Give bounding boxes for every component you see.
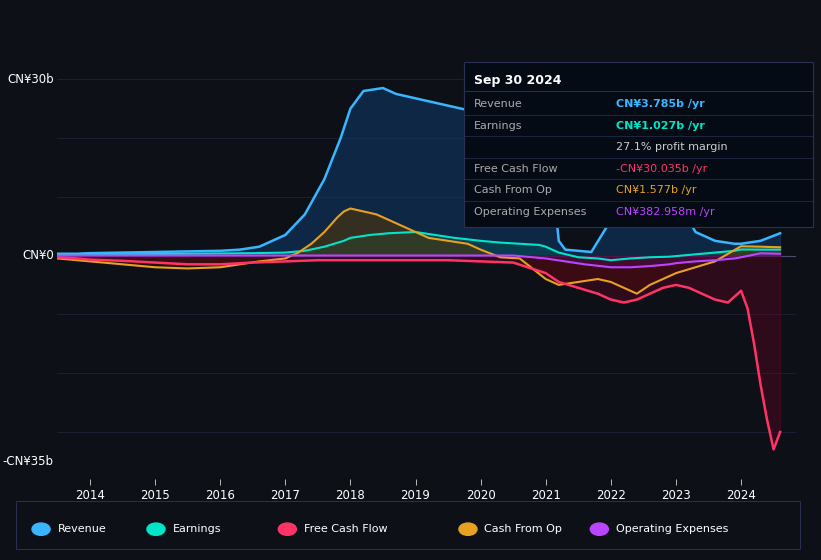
Text: Operating Expenses: Operating Expenses — [474, 207, 586, 217]
Text: Revenue: Revenue — [474, 99, 522, 109]
Text: 27.1% profit margin: 27.1% profit margin — [616, 142, 727, 152]
Text: -CN¥35b: -CN¥35b — [2, 455, 54, 468]
Text: Free Cash Flow: Free Cash Flow — [474, 164, 557, 174]
Text: Sep 30 2024: Sep 30 2024 — [474, 74, 562, 87]
Text: CN¥3.785b /yr: CN¥3.785b /yr — [616, 99, 704, 109]
Text: Cash From Op: Cash From Op — [474, 185, 552, 195]
Text: CN¥0: CN¥0 — [22, 249, 54, 262]
Text: Cash From Op: Cash From Op — [484, 524, 562, 534]
Text: CN¥382.958m /yr: CN¥382.958m /yr — [616, 207, 714, 217]
Text: Operating Expenses: Operating Expenses — [616, 524, 728, 534]
Text: CN¥1.577b /yr: CN¥1.577b /yr — [616, 185, 696, 195]
Text: Earnings: Earnings — [172, 524, 221, 534]
Text: Free Cash Flow: Free Cash Flow — [304, 524, 388, 534]
Text: CN¥1.027b /yr: CN¥1.027b /yr — [616, 121, 704, 130]
Text: -CN¥30.035b /yr: -CN¥30.035b /yr — [616, 164, 707, 174]
Text: CN¥30b: CN¥30b — [7, 73, 54, 86]
Text: Revenue: Revenue — [57, 524, 106, 534]
Text: Earnings: Earnings — [474, 121, 522, 130]
